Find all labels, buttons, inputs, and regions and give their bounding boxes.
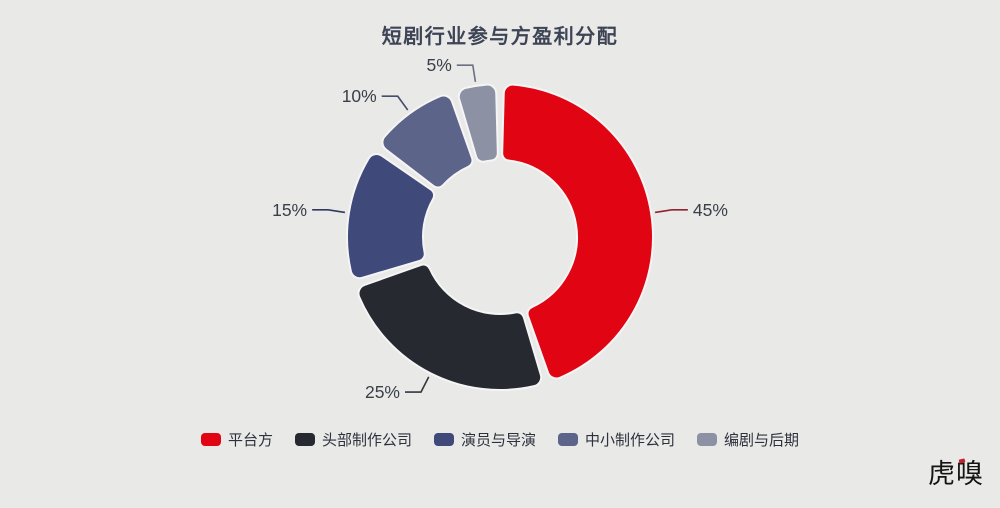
pie-slice-3 [381, 94, 474, 189]
legend-label-0: 平台方 [227, 432, 273, 449]
legend-swatch-4 [697, 433, 718, 446]
leader-line-0 [654, 208, 688, 214]
value-label-4: 5% [426, 55, 451, 75]
legend-item-0: 平台方 [200, 429, 273, 450]
leader-line-1 [405, 376, 430, 393]
legend-item-3: 中小制作公司 [558, 429, 675, 450]
value-label-1: 25% [365, 382, 400, 402]
pie-slice-2 [346, 153, 436, 280]
leader-line-3 [381, 95, 409, 111]
pie-slice-0 [501, 83, 654, 380]
legend-swatch-3 [558, 433, 578, 446]
huxiu-logo: 虎嗅 [928, 458, 984, 490]
legend-item-2: 演员与导演 [433, 429, 536, 450]
legend-swatch-2 [433, 433, 454, 446]
value-label-2: 15% [272, 200, 307, 220]
leader-line-2 [312, 208, 346, 214]
logo-text: 虎嗅 [928, 459, 984, 490]
leader-line-4 [456, 64, 477, 83]
chart-title: 短剧行业参与方盈利分配 [381, 26, 619, 48]
pie-slice-4 [457, 83, 499, 163]
legend-label-3: 中小制作公司 [585, 432, 676, 449]
legend-swatch-0 [200, 433, 221, 446]
value-label-0: 45% [693, 200, 728, 220]
value-label-3: 10% [342, 86, 377, 106]
legend-item-4: 编剧与后期 [697, 429, 799, 450]
legend: 平台方 头部制作公司 演员与导演 中小制作公司 编剧与后期 [0, 429, 1000, 450]
legend-label-1: 头部制作公司 [321, 432, 412, 449]
pie-slice-1 [357, 263, 543, 391]
legend-item-1: 头部制作公司 [294, 429, 412, 450]
legend-label-2: 演员与导演 [460, 432, 536, 449]
legend-label-4: 编剧与后期 [724, 432, 800, 449]
legend-swatch-1 [294, 433, 315, 446]
